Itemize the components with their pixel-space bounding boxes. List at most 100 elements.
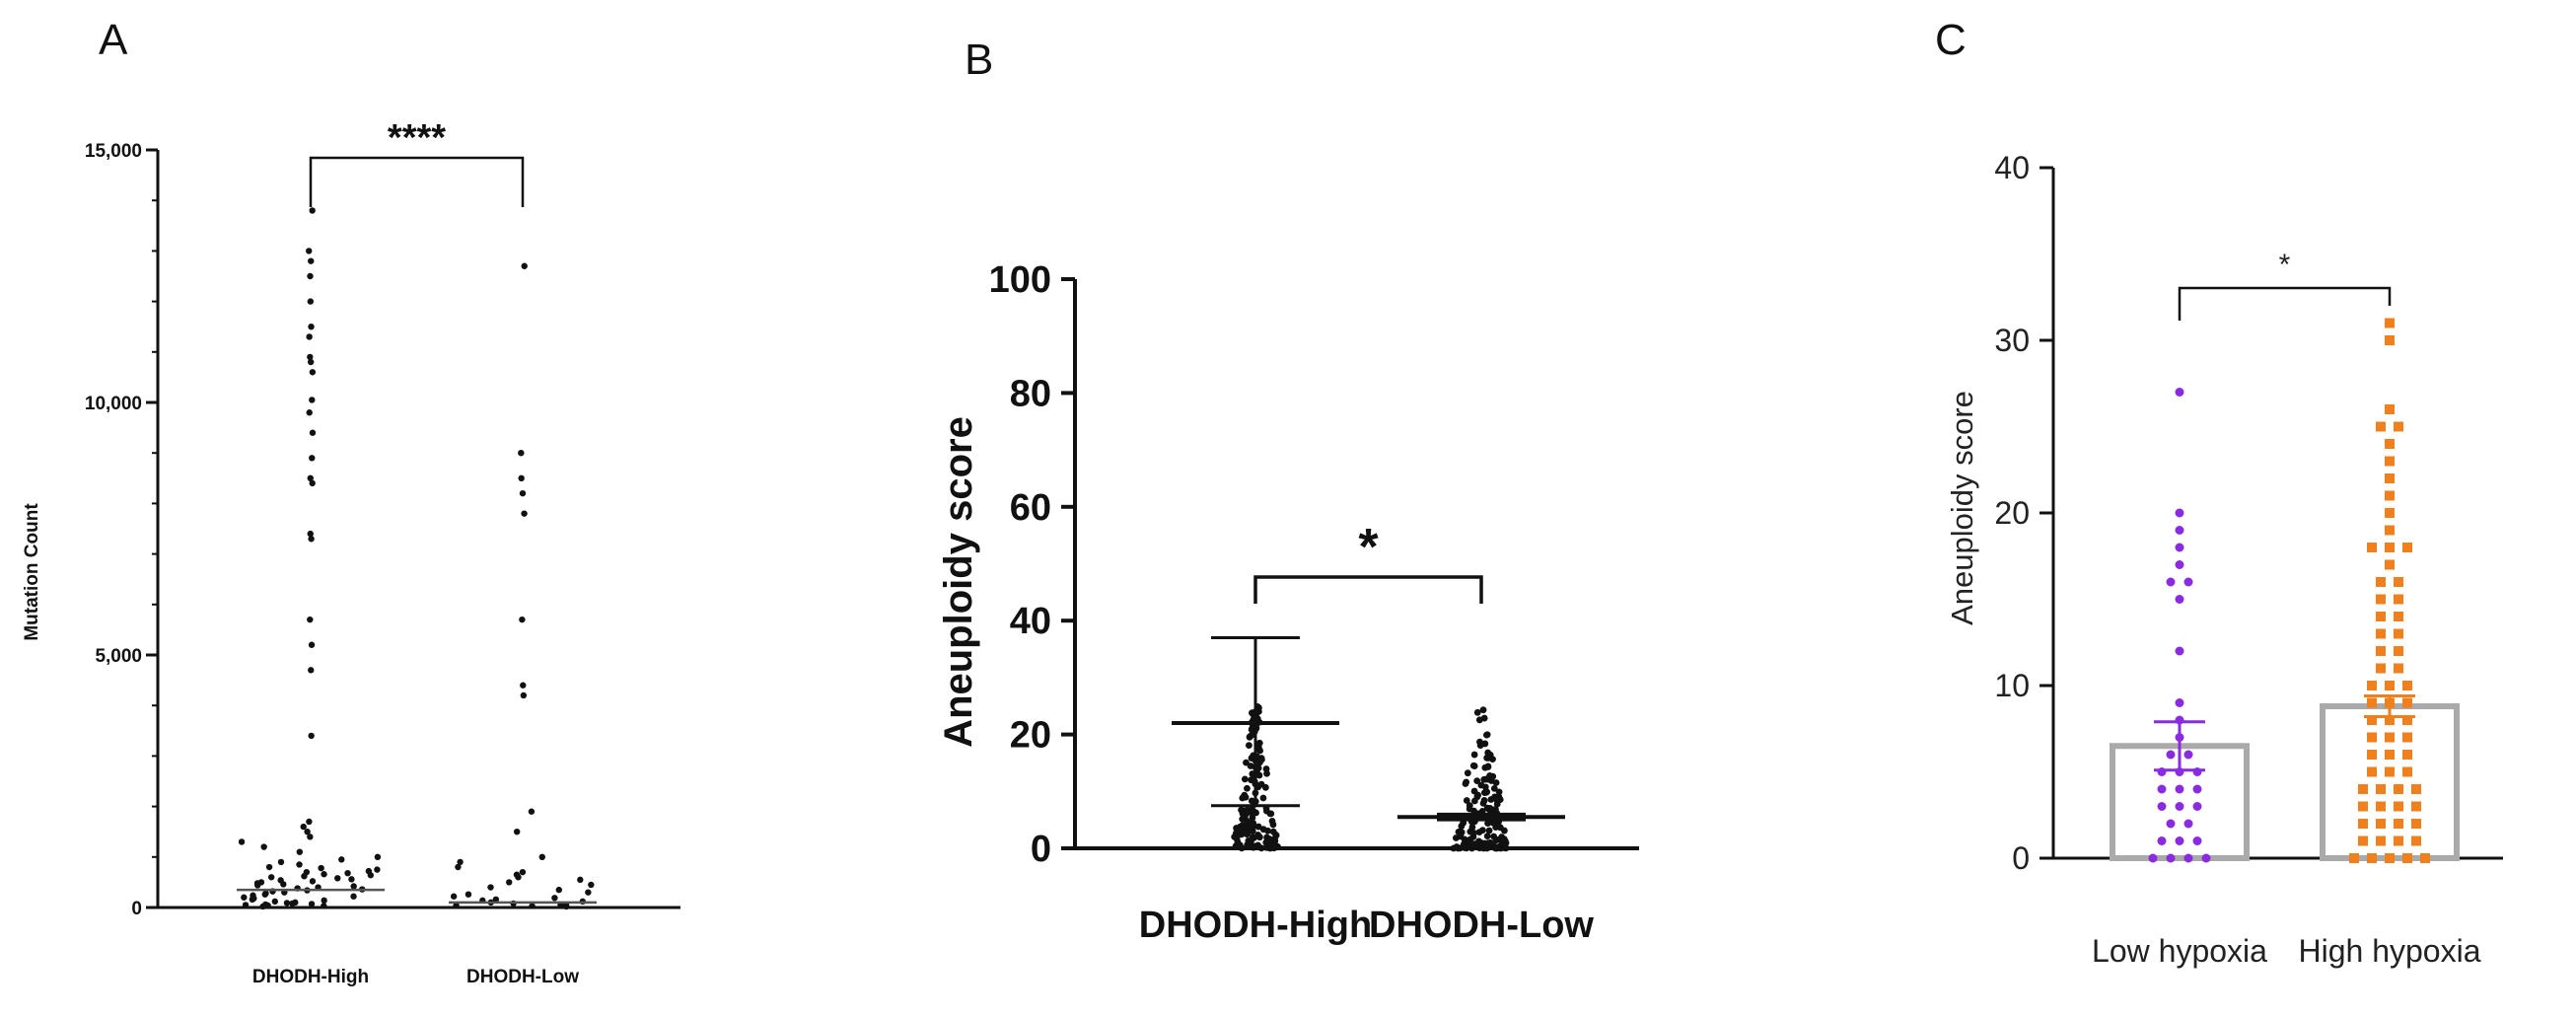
data-point	[265, 863, 273, 871]
data-point	[2175, 802, 2184, 811]
data-point	[1495, 835, 1503, 843]
data-point	[2376, 646, 2386, 656]
y-axis-label: Aneuploidy score	[1945, 391, 1979, 625]
data-point	[367, 872, 374, 879]
data-point	[2402, 681, 2412, 690]
data-point	[1470, 763, 1478, 769]
data-point	[309, 878, 317, 885]
data-point	[577, 876, 584, 884]
data-point	[2376, 784, 2386, 794]
data-point	[2349, 853, 2359, 863]
data-point	[1243, 818, 1251, 825]
data-point	[306, 333, 313, 340]
data-point	[1486, 805, 1494, 812]
data-point	[2411, 835, 2421, 846]
data-point	[1461, 840, 1467, 848]
data-point	[321, 897, 327, 905]
panel-c: 0 10 20 30 40 Aneuploidy score Low hypoxia Hi…	[1945, 150, 2503, 969]
data-point	[334, 875, 341, 882]
data-point	[1241, 775, 1249, 783]
data-point	[2420, 853, 2430, 863]
data-point	[2376, 421, 2386, 432]
data-point	[2367, 766, 2377, 777]
data-point	[2157, 836, 2167, 845]
data-point	[306, 818, 313, 826]
data-point	[453, 902, 460, 909]
data-point	[2376, 835, 2386, 846]
data-point	[1247, 763, 1254, 769]
data-point	[555, 886, 562, 894]
data-point	[350, 893, 357, 900]
data-point	[1264, 827, 1271, 835]
data-point	[2358, 801, 2368, 812]
data-point	[338, 856, 345, 863]
data-point	[528, 808, 536, 815]
data-point	[296, 861, 303, 868]
data-point	[1244, 806, 1252, 814]
data-point	[1473, 777, 1481, 785]
data-point	[551, 895, 558, 902]
data-point	[308, 667, 315, 674]
significance-label: ****	[388, 117, 446, 159]
y-tick-label: 40	[1994, 150, 2030, 185]
significance-label: *	[1358, 519, 1379, 576]
data-point	[2402, 543, 2412, 552]
data-point	[2394, 646, 2403, 656]
data-point	[2385, 404, 2395, 414]
data-point	[2394, 612, 2403, 621]
data-point	[280, 881, 287, 888]
data-point	[1464, 769, 1471, 777]
significance-bracket	[309, 156, 525, 207]
significance-bracket	[1253, 575, 1483, 604]
data-point	[2192, 784, 2202, 794]
data-point	[260, 843, 267, 850]
data-point	[1266, 810, 1274, 818]
data-point	[588, 881, 595, 889]
data-point	[2367, 750, 2377, 760]
data-point	[519, 616, 526, 623]
data-point	[308, 732, 315, 740]
data-point	[1480, 797, 1488, 804]
data-point	[2175, 388, 2184, 397]
data-point	[1480, 775, 1488, 783]
data-point	[2385, 490, 2395, 501]
data-point	[283, 900, 291, 907]
data-point	[1483, 754, 1491, 762]
data-point	[2394, 784, 2403, 794]
data-point	[2166, 819, 2176, 829]
data-point	[1255, 834, 1263, 841]
data-point	[2175, 698, 2184, 707]
data-point	[1268, 817, 1276, 825]
data-point	[585, 889, 592, 896]
y-tick-label: 0	[1031, 829, 1051, 870]
data-point	[267, 874, 275, 881]
data-point	[1477, 781, 1485, 789]
data-point	[1234, 838, 1242, 845]
data-point	[242, 902, 250, 908]
data-point	[2183, 853, 2193, 863]
data-point	[306, 248, 313, 254]
data-point	[2175, 646, 2184, 656]
data-point	[2175, 508, 2184, 518]
data-point	[2367, 853, 2377, 863]
data-point	[492, 896, 500, 904]
data-point	[2402, 750, 2412, 760]
data-point	[1475, 716, 1483, 724]
data-point	[2175, 595, 2184, 604]
data-point	[321, 903, 327, 909]
data-point	[1483, 833, 1491, 840]
data-point	[1231, 833, 1239, 840]
panel-letter-a: A	[99, 16, 128, 64]
data-point	[2385, 439, 2395, 449]
category-label: Low hypoxia	[2092, 933, 2267, 969]
category-label: DHODH-Low	[1369, 905, 1594, 946]
data-point	[2358, 819, 2368, 829]
y-tick-label: 0	[2012, 840, 2030, 876]
data-point	[309, 207, 316, 214]
data-point	[2367, 543, 2377, 552]
data-point	[1481, 740, 1489, 748]
category-label: DHODH-Low	[466, 967, 579, 987]
data-point	[2376, 577, 2386, 587]
bar	[2320, 703, 2460, 861]
